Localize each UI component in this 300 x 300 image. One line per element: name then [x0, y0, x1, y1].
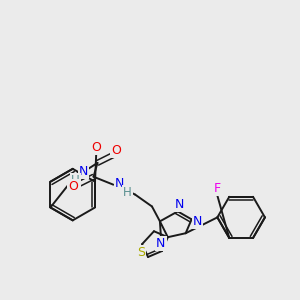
Text: O: O — [111, 143, 121, 157]
Text: N: N — [193, 215, 202, 228]
Text: O: O — [68, 180, 78, 193]
Text: N: N — [115, 177, 124, 190]
Text: F: F — [214, 182, 221, 195]
Text: O: O — [92, 140, 101, 154]
Text: N: N — [175, 198, 184, 211]
Text: N: N — [79, 165, 88, 178]
Text: N: N — [156, 237, 166, 250]
Text: H: H — [71, 174, 80, 187]
Text: H: H — [123, 186, 132, 199]
Text: S: S — [137, 245, 145, 259]
